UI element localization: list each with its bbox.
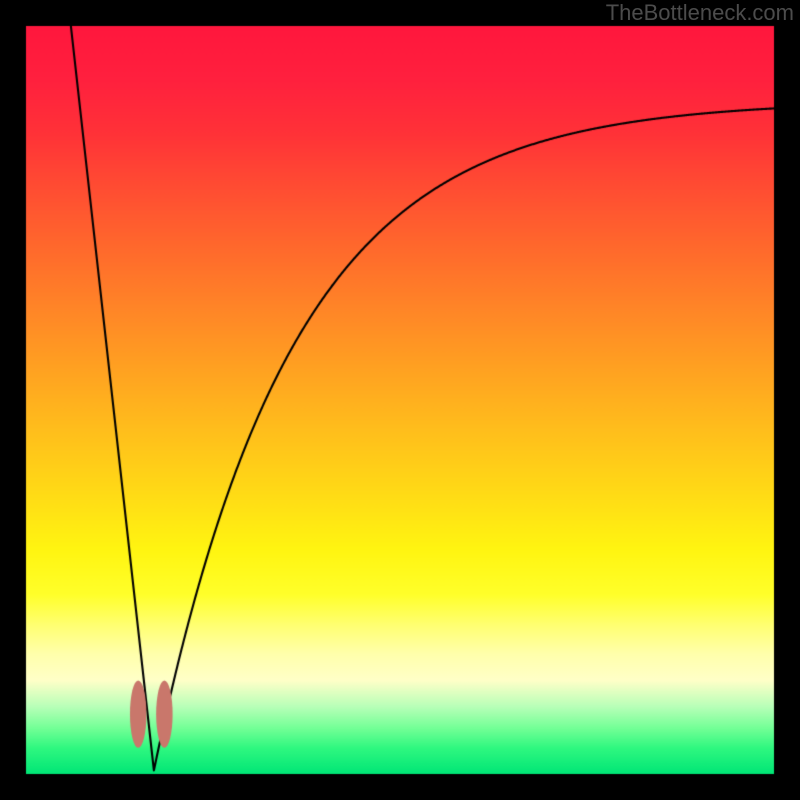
bottleneck-chart-canvas xyxy=(0,0,800,800)
chart-container: TheBottleneck.com xyxy=(0,0,800,800)
